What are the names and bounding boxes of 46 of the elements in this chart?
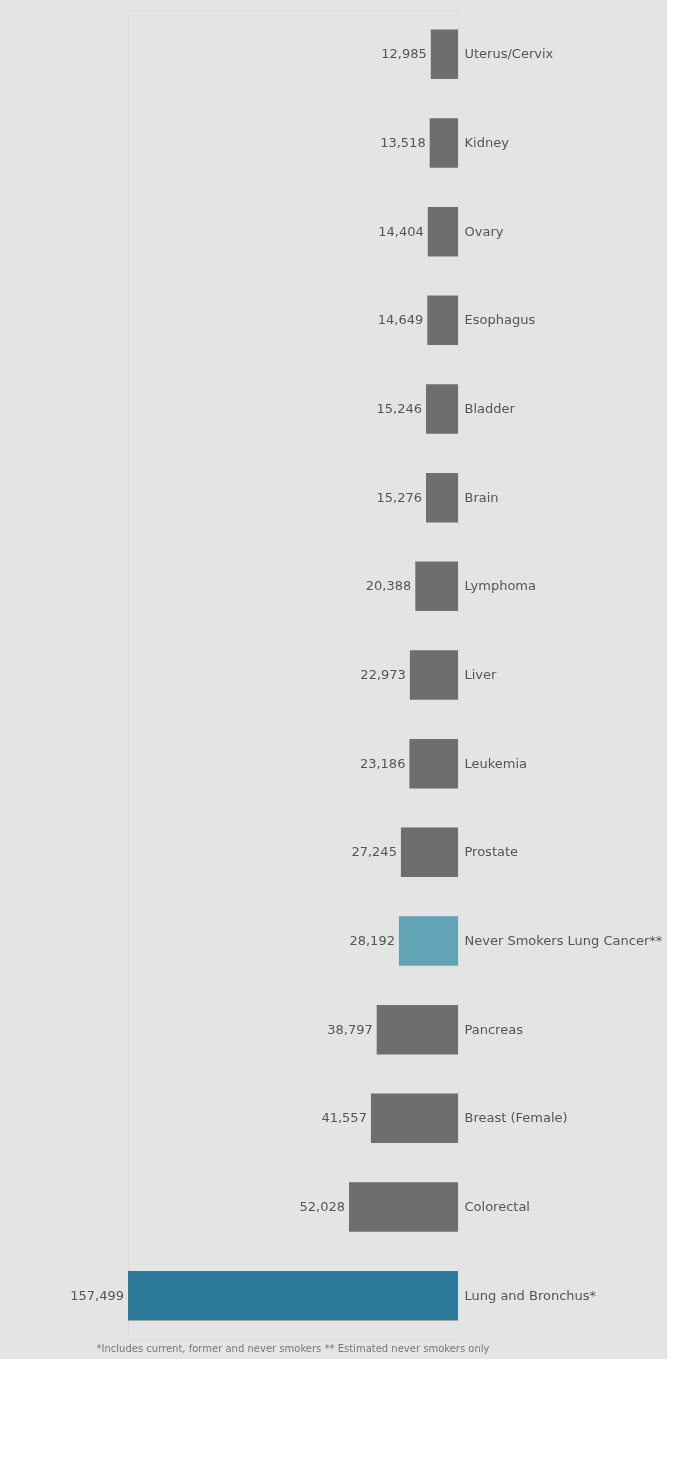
bar [426,384,458,434]
y-tick-label: Prostate [464,844,519,860]
data-label: 13,518 [380,135,426,150]
y-tick-label: Breast (Female) [464,1110,568,1126]
data-label: 157,499 [70,1287,124,1303]
y-tick-label: Brain [464,489,499,505]
bar [409,650,458,700]
bar [348,1182,458,1232]
bar [376,1004,458,1055]
y-tick-label: Kidney [464,135,510,150]
y-tick-label: Leukemia [464,755,528,771]
data-label: 23,186 [359,755,406,771]
y-tick-label: Liver [464,667,498,682]
data-label: 14,649 [377,312,424,328]
bar [415,561,458,612]
data-label: 52,028 [299,1199,345,1214]
y-tick-label: Never Smokers Lung Cancer** [464,933,663,948]
y-tick-label: Ovary [464,223,504,239]
bar [128,1270,458,1321]
data-label: 15,246 [376,401,423,416]
bar [370,1093,458,1144]
y-tick-label: Lymphoma [464,578,536,594]
data-label: 22,973 [360,667,406,682]
text: *Includes current, former and never smokers ** Estimated never smokers only [96,1343,490,1354]
y-tick-label: Colorectal [464,1199,530,1214]
y-tick-label: Lung and Bronchus* [464,1287,597,1303]
bar [425,472,458,523]
bar [429,118,458,168]
data-label: 15,276 [376,489,422,505]
data-label: 12,985 [381,46,427,62]
bar [430,29,458,80]
bar [427,295,458,346]
bar [398,916,458,966]
data-label: 14,404 [378,223,424,239]
bar [409,738,458,789]
data-label: 28,192 [349,933,395,948]
y-tick-label: Uterus/Cervix [464,46,554,62]
bar [427,206,458,257]
data-label: 38,797 [327,1021,373,1037]
data-label: 20,388 [365,578,412,594]
y-tick-label: Pancreas [464,1021,524,1037]
bar [400,827,458,878]
y-tick-label: Esophagus [464,312,536,328]
y-tick-label: Bladder [464,401,516,416]
data-label: 27,245 [351,844,397,860]
data-label: 41,557 [321,1110,367,1126]
